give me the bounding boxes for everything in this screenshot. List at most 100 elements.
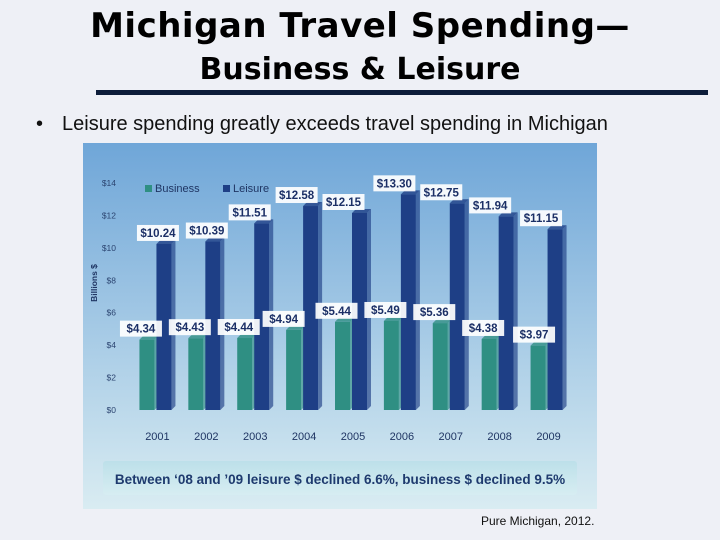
data-label-box [168,319,211,336]
data-label-box [136,224,179,241]
data-label: $12.15 [326,197,362,209]
bar-side-leisure [562,225,567,410]
bar-chart: Business Leisure $0 $2 $4 $6 $8 $10 $12 $14 Billi… [83,143,597,509]
bar-leisure [254,223,270,410]
y-tick-label: $6 [107,308,117,318]
x-tick-label: 2006 [390,431,414,443]
bullet-icon: • [36,113,44,135]
source-citation: Pure Michigan, 2012. [481,514,595,528]
bar-business [286,329,302,410]
slide-title-line2: Business & Leisure [199,52,521,87]
x-tick-label: 2007 [439,431,463,443]
bar-top-leisure [547,225,567,230]
bar-leisure [449,203,465,410]
x-axis: 2001 2002 2003 2004 2005 2006 2007 2008 2009 [145,431,561,443]
annotation-panel [103,461,577,495]
chart-image: Business Leisure $0 $2 $4 $6 $8 $10 $12 $14 Billi… [83,143,597,509]
bar-leisure [156,243,172,410]
data-label-box [513,326,556,343]
data-label: $10.24 [140,228,176,240]
bar-top-leisure [400,190,420,195]
bar-side-leisure [513,212,518,410]
legend-label: Business [155,183,200,195]
data-label-box [420,184,463,201]
bar-leisure [400,194,416,410]
bar-side-leisure [415,190,420,410]
data-label-box [217,319,260,336]
bar-leisure [352,212,367,410]
y-tick-label: $0 [107,405,117,415]
data-label: $5.49 [371,305,400,317]
data-label: $12.58 [279,190,315,202]
y-axis-label: Billions $ [89,264,99,302]
bullet-point: • Leisure spending greatly exceeds travel… [36,113,608,136]
data-label-box [322,193,365,210]
bar-leisure [205,241,221,410]
data-label-box [413,304,456,321]
bar-leisure [303,206,319,410]
data-label: $11.15 [524,213,559,225]
data-label: $11.94 [473,200,508,212]
data-label: $11.51 [232,207,267,219]
chart-annotation: Between ‘08 and ’09 leisure $ declined 6… [115,472,565,487]
bar-business [237,338,253,410]
data-label: $4.34 [127,324,156,336]
x-tick-label: 2003 [243,431,267,443]
y-tick-label: $10 [102,243,116,253]
data-label-box [228,204,271,221]
data-label: $4.43 [175,322,204,334]
bar-side-leisure [464,199,469,410]
bar-business [139,339,155,410]
bar-business [432,323,448,410]
title-divider [96,90,708,95]
x-tick-label: 2002 [194,431,218,443]
data-label-box [373,175,416,192]
data-label: $10.39 [189,226,224,238]
legend-swatch [145,185,152,192]
legend-swatch [223,185,230,192]
slide-title-line1: Michigan Travel Spending— [90,6,630,46]
chart-legend: Business Leisure [145,183,269,195]
y-tick-label: $14 [102,178,116,188]
data-label: $5.36 [420,307,449,319]
data-label-box [315,302,358,319]
data-label: $4.94 [269,314,298,326]
data-label-box [275,187,318,204]
bar-leisure [498,216,514,410]
bullet-text: Leisure spending greatly exceeds travel … [62,113,608,135]
y-tick-label: $8 [107,275,117,285]
data-label-box [119,320,162,337]
x-tick-label: 2005 [341,431,365,443]
bar-business [383,320,399,410]
bar-business [335,321,350,410]
x-tick-label: 2008 [487,431,511,443]
data-label-box [520,210,563,227]
bar-top-leisure [303,202,323,207]
y-tick-label: $12 [102,210,116,220]
data-labels: $4.34 $10.24 $4.43 $10.39 $4.44 $11.51 $4.94 $1… [119,175,563,343]
data-label-box [262,310,305,327]
data-label: $3.97 [520,330,549,342]
legend-label: Leisure [233,183,269,195]
data-label: $5.44 [322,306,351,318]
data-label-box [185,222,228,239]
bar-top-business [481,334,501,339]
bar-business [188,338,204,410]
bar-business [530,345,546,410]
y-axis: $0 $2 $4 $6 $8 $10 $12 $14 Billions $ [89,178,116,415]
bar-business [481,338,497,410]
data-label: $4.38 [469,323,498,335]
x-tick-label: 2009 [536,431,560,443]
data-label: $13.30 [377,178,412,190]
bar-top-business [383,316,403,321]
data-label: $12.75 [424,187,460,199]
data-label: $4.44 [224,322,253,334]
y-tick-label: $4 [107,340,117,350]
data-label-box [462,319,505,336]
data-label-box [469,197,512,214]
bar-leisure [547,229,563,410]
x-tick-label: 2004 [292,431,316,443]
x-tick-label: 2001 [145,431,169,443]
data-label-box [364,301,407,318]
y-tick-label: $2 [107,373,117,383]
